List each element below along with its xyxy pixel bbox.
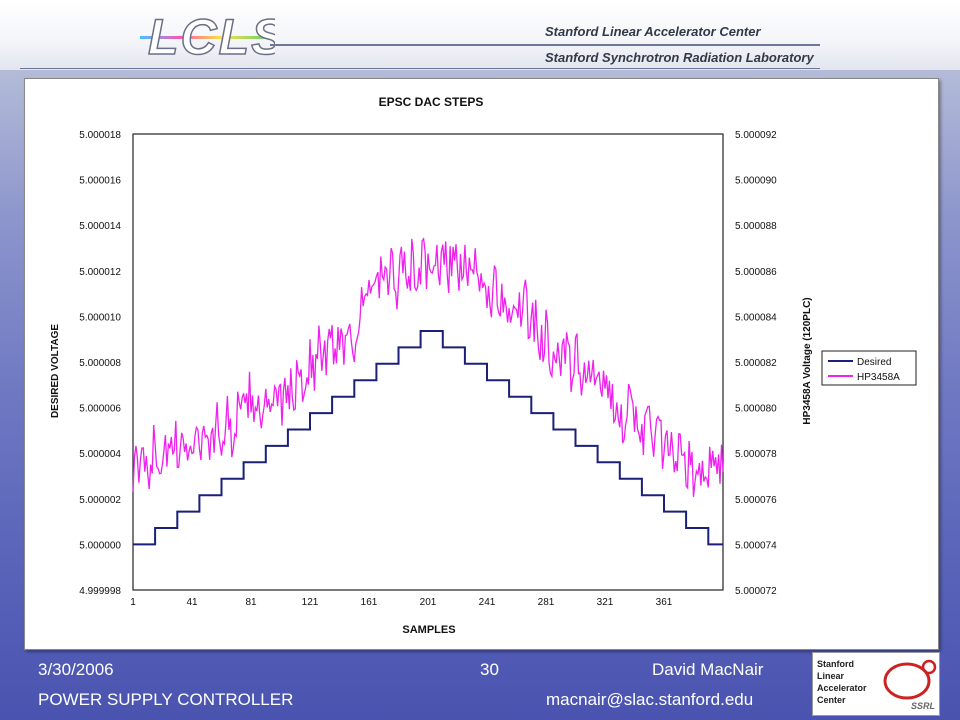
ssrl-logo: Stanford Linear Accelerator Center SSRL (812, 652, 940, 716)
y-tick-label: 5.000000 (79, 540, 121, 551)
y-tick-label: 5.000004 (79, 449, 121, 460)
chart-panel: EPSC DAC STEPS 1 41 81 121 161 201 241 281 321 36… (24, 78, 939, 650)
lcls-logo: LCLS (140, 8, 275, 64)
x-axis-label: SAMPLES (402, 624, 455, 636)
y2-tick-label: 5.000086 (735, 267, 777, 278)
x-tick-label: 121 (302, 597, 319, 608)
y2-tick-label: 5.000082 (735, 358, 777, 369)
y2-tick-label: 5.000088 (735, 221, 777, 232)
ssrl-ring-node (921, 659, 937, 675)
y2-tick-label: 5.000074 (735, 540, 777, 551)
y-tick-label: 5.000018 (79, 130, 121, 141)
x-tick-label: 241 (479, 597, 496, 608)
y2-tick-label: 5.000090 (735, 176, 777, 187)
axes-layer: 1 41 81 121 161 201 241 281 321 361 4.999998 5.0000… (79, 130, 777, 608)
y2-tick-label: 5.000092 (735, 130, 777, 141)
footer-page-number: 30 (480, 660, 499, 679)
legend-label-desired: Desired (857, 357, 891, 368)
ssrl-logo-graphic: Stanford Linear Accelerator Center SSRL (817, 659, 937, 711)
x-tick-label: 201 (420, 597, 437, 608)
x-tick-label: 161 (361, 597, 378, 608)
ssrl-line-center: Center (817, 695, 846, 705)
y-tick-label: 5.000016 (79, 176, 121, 187)
y-tick-label: 5.000010 (79, 312, 121, 323)
legend: Desired HP3458A (821, 350, 917, 386)
plot-frame (132, 133, 724, 591)
y-tick-label: 4.999998 (79, 586, 121, 597)
org-ssrl: Stanford Synchrotron Radiation Laborator… (545, 50, 814, 65)
series-layer (132, 237, 724, 546)
x-tick-label: 321 (597, 597, 614, 608)
y-tick-label: 5.000006 (79, 404, 121, 415)
ssrl-line-linear: Linear (817, 671, 845, 681)
x-tick-label: 281 (538, 597, 555, 608)
ssrl-ring (883, 662, 931, 700)
series-hp3458a-line (132, 237, 724, 497)
org-slac: Stanford Linear Accelerator Center (545, 24, 761, 39)
y-tick-label: 5.000008 (79, 358, 121, 369)
y-tick-label: 5.000012 (79, 267, 121, 278)
y2-tick-label: 5.000080 (735, 404, 777, 415)
header-rule-bottom (20, 68, 820, 69)
y2-tick-label: 5.000076 (735, 495, 777, 506)
series-desired-line (133, 330, 723, 546)
epsc-chart: EPSC DAC STEPS 1 41 81 121 161 201 241 281 321 36… (50, 95, 917, 636)
ssrl-line-accelerator: Accelerator (817, 683, 867, 693)
x-tick-label: 81 (245, 597, 257, 608)
footer-author: David MacNair (652, 660, 764, 679)
footer-date: 3/30/2006 (38, 660, 114, 679)
legend-box (821, 350, 917, 386)
y-tick-label: 5.000002 (79, 495, 121, 506)
ssrl-badge: SSRL (911, 701, 935, 711)
x-tick-label: 41 (186, 597, 198, 608)
svg-text:LCLS: LCLS (148, 9, 275, 64)
chart-title: EPSC DAC STEPS (379, 95, 484, 109)
header-rule-top (270, 44, 820, 46)
y2-tick-label: 5.000078 (735, 449, 777, 460)
y2-tick-label: 5.000072 (735, 586, 777, 597)
x-tick-label: 1 (130, 597, 136, 608)
y2-tick-label: 5.000084 (735, 312, 777, 323)
y-tick-label: 5.000014 (79, 221, 121, 232)
y-axis-label: DESIRED VOLTAGE (50, 324, 61, 418)
y2-axis-label: HP3458A Voltage (120PLC) (802, 297, 813, 424)
x-tick-label: 361 (656, 597, 673, 608)
ssrl-line-stanford: Stanford (817, 659, 854, 669)
slide-header: LCLS Stanford Linear Accelerator Center … (0, 0, 960, 70)
legend-label-hp3458a: HP3458A (857, 372, 900, 383)
footer-email: macnair@slac.stanford.edu (546, 690, 754, 709)
footer-title: POWER SUPPLY CONTROLLER (38, 690, 294, 709)
